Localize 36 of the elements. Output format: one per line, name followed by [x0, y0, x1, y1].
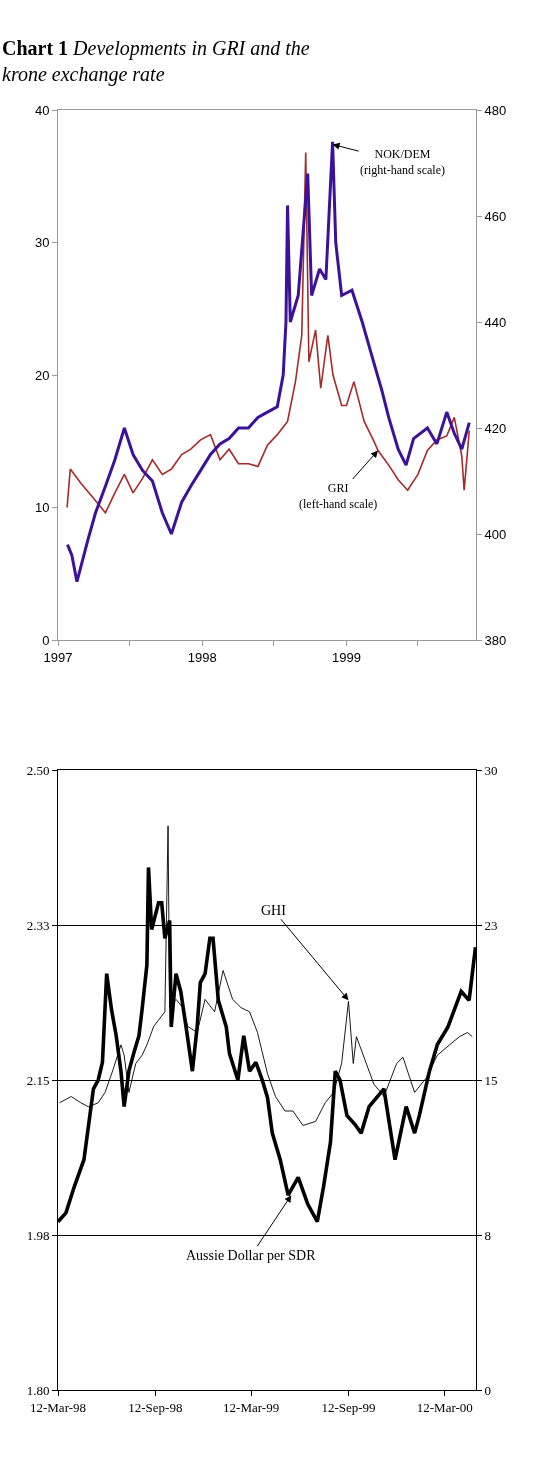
- y2-tick-label: 380: [484, 632, 507, 648]
- y2-tick-label: 400: [484, 526, 507, 542]
- y-tick-label: 40: [34, 102, 50, 118]
- y2-tick-label: 23: [484, 917, 498, 933]
- y-tick-label: 2.15: [26, 1072, 50, 1088]
- x-tick-label: 1998: [187, 649, 217, 665]
- y-tick-label: 10: [34, 500, 50, 516]
- y2-tick-label: 420: [484, 420, 507, 436]
- y2-tick-label: 440: [484, 314, 507, 330]
- y2-tick-label: 30: [484, 762, 498, 778]
- annotation: NOK/DEM (right-hand scale): [360, 147, 445, 177]
- x-tick-label: 1997: [43, 649, 73, 665]
- x-tick-label: 12-Mar-00: [416, 1399, 473, 1415]
- y-tick-label: 1.98: [26, 1227, 50, 1243]
- x-tick-label: 12-Mar-99: [223, 1399, 280, 1415]
- y-tick-label: 1.80: [26, 1382, 50, 1398]
- y2-tick-label: 15: [484, 1072, 498, 1088]
- x-tick-label: 12-Mar-98: [29, 1399, 87, 1415]
- x-tick-label: 12-Sep-99: [321, 1399, 376, 1415]
- line-series: [65, 140, 471, 584]
- y2-tick-label: 460: [484, 208, 507, 224]
- annotation: GRI (left-hand scale): [299, 481, 378, 511]
- annotation: GHI: [261, 903, 287, 918]
- y2-tick-label: 480: [484, 102, 507, 118]
- chart-title: Chart 1 Developments in GRI and the krone exchange rate: [2, 37, 310, 86]
- x-tick-label: 1999: [331, 649, 361, 665]
- x-tick-label: 12-Sep-98: [128, 1399, 183, 1415]
- y-tick-label: 2.33: [26, 917, 50, 933]
- y-tick-label: 2.50: [26, 762, 50, 778]
- y-tick-label: 30: [34, 235, 50, 251]
- y2-tick-label: 8: [484, 1227, 492, 1243]
- annotation: Aussie Dollar per SDR: [186, 1248, 317, 1263]
- line-series: [66, 151, 471, 514]
- y2-tick-label: 0: [484, 1382, 492, 1398]
- y-tick-label: 20: [34, 367, 50, 383]
- y-tick-label: 0: [42, 632, 50, 648]
